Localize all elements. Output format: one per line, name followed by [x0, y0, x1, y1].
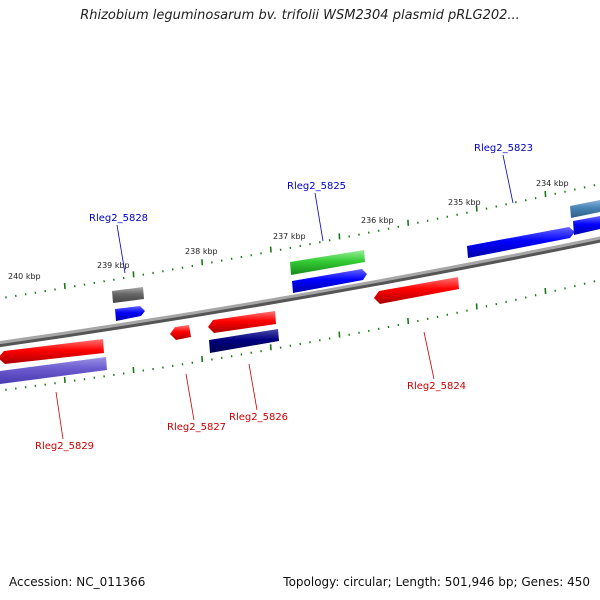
scale-label-235kbp: 235 kbp	[448, 198, 481, 207]
accession-text: Accession: NC_011366	[9, 575, 146, 589]
gene-rleg2-5828[interactable]	[112, 287, 144, 303]
gene-label-5825[interactable]: Rleg2_5825	[287, 181, 346, 192]
leader-line-5827	[185, 373, 195, 421]
leader-line-5823	[502, 154, 514, 204]
gene-label-5828[interactable]: Rleg2_5828	[89, 213, 148, 224]
scale-label-238kbp: 238 kbp	[185, 247, 218, 256]
plasmid-backbone	[0, 236, 600, 345]
gene-other-feature[interactable]	[570, 200, 600, 218]
gene-forward-cds[interactable]	[115, 306, 145, 321]
scale-dots-lower	[5, 280, 596, 391]
leader-line-5825	[314, 192, 324, 242]
gene-label-5823[interactable]: Rleg2_5823	[474, 143, 533, 154]
leader-line-5828	[116, 224, 126, 274]
map-title: Rhizobium leguminosarum bv. trifolii WSM…	[80, 8, 520, 23]
topology-summary: Topology: circular; Length: 501,946 bp; …	[283, 575, 590, 589]
leader-line-5829	[55, 391, 64, 440]
gene-reverse-cds[interactable]	[209, 329, 279, 353]
gene-forward-cds[interactable]	[292, 269, 367, 293]
leader-line-5824	[423, 331, 435, 380]
leader-line-5826	[248, 363, 258, 411]
gene-rleg2-5827[interactable]	[170, 325, 191, 340]
gene-rleg2-5826[interactable]	[208, 311, 276, 333]
gene-label-5829[interactable]: Rleg2_5829	[35, 441, 94, 452]
gene-label-5827[interactable]: Rleg2_5827	[167, 422, 226, 433]
scale-label-240kbp: 240 kbp	[8, 272, 41, 281]
gene-reverse-cds[interactable]	[0, 339, 104, 364]
scale-label-234kbp: 234 kbp	[536, 179, 569, 188]
gene-forward-cds[interactable]	[573, 216, 600, 235]
gene-rleg2-5823[interactable]	[467, 227, 575, 258]
scale-label-239kbp: 239 kbp	[97, 261, 130, 270]
scale-dots-upper	[5, 184, 596, 299]
scale-label-237kbp: 237 kbp	[273, 232, 306, 241]
gene-rleg2-5829[interactable]	[0, 357, 107, 384]
backbone-shadow	[0, 237, 600, 348]
scale-label-236kbp: 236 kbp	[361, 216, 394, 225]
gene-rleg2-5824[interactable]	[374, 277, 459, 304]
gene-rleg2-5825[interactable]	[290, 250, 365, 275]
gene-label-5826[interactable]: Rleg2_5826	[229, 412, 288, 423]
gene-label-5824[interactable]: Rleg2_5824	[407, 381, 466, 392]
